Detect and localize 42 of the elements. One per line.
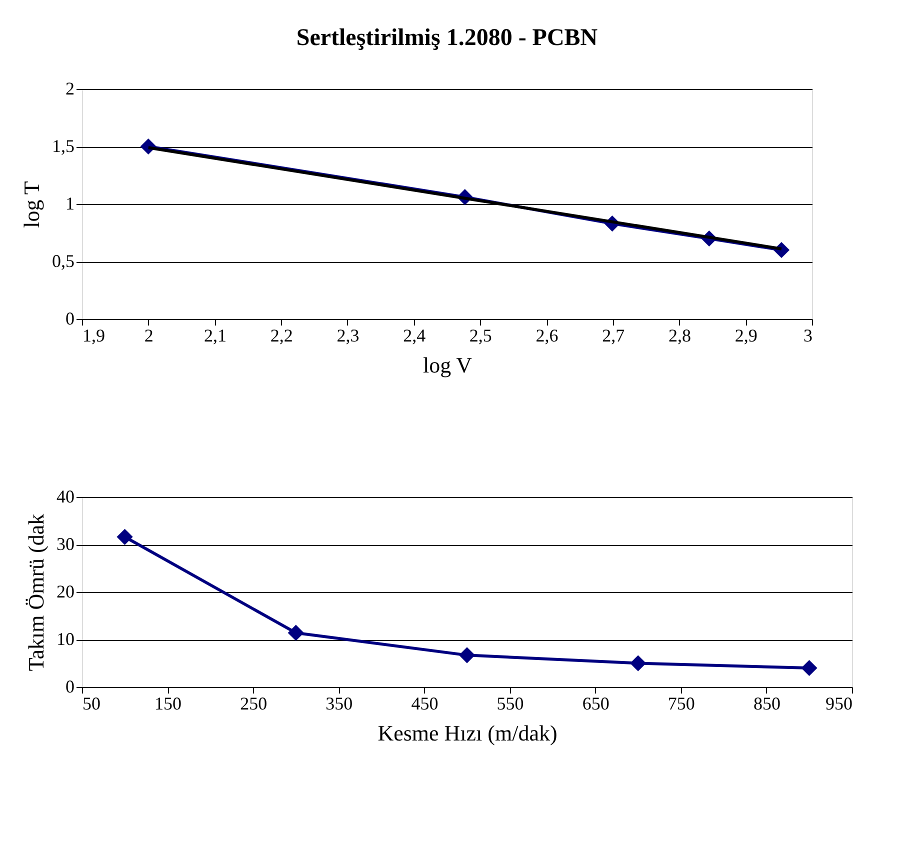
x-tick-label: 2,6 — [536, 326, 558, 346]
chart-title: Sertleştirilmiş 1.2080 - PCBN — [296, 25, 598, 51]
x-tick-label: 2,2 — [270, 326, 293, 346]
x-tick-label: 2,3 — [336, 326, 360, 346]
x-tick-label: 550 — [496, 694, 524, 714]
x-tick-label: 2,9 — [734, 326, 758, 346]
x-tick-label: 1,9 — [82, 326, 105, 346]
x-tick-label: 2,7 — [602, 326, 625, 346]
x-tick-label: 2,5 — [469, 326, 492, 346]
y-tick-label: 0,5 — [52, 251, 74, 271]
x-tick-label: 950 — [826, 694, 852, 714]
y-axis-title: log T — [19, 180, 44, 228]
x-axis-title: Kesme Hızı (m/dak) — [378, 720, 558, 746]
x-tick-label: 750 — [668, 694, 695, 714]
x-tick-label: 3 — [804, 326, 812, 346]
x-tick-label: 2,1 — [204, 326, 226, 346]
y-axis-title: Takım Ömrü (dak — [24, 514, 48, 672]
y-tick-label: 30 — [56, 534, 74, 554]
y-tick-label: 1 — [66, 194, 74, 214]
y-tick-label: 10 — [56, 629, 74, 649]
x-tick-label: 350 — [326, 694, 353, 714]
x-axis-title: log V — [422, 352, 472, 378]
point — [116, 528, 133, 545]
y-tick-label: 0 — [66, 308, 74, 328]
x-tick-label: 850 — [753, 694, 780, 714]
point — [458, 647, 476, 664]
x-tick-label: 2,4 — [403, 326, 426, 346]
point — [630, 655, 646, 672]
y-tick-label: 40 — [56, 486, 74, 506]
x-tick-label: 450 — [411, 694, 438, 714]
y-tick-label: 20 — [56, 582, 74, 602]
x-tick-label: 2 — [144, 326, 154, 346]
y-tick-label: 1,5 — [52, 136, 74, 156]
x-tick-label: 2,8 — [668, 326, 692, 346]
y-tick-label: 2 — [66, 78, 74, 98]
x-tick-label: 50 — [82, 694, 100, 714]
y-tick-label: 0 — [66, 676, 74, 696]
x-tick-label: 650 — [582, 694, 610, 714]
point — [801, 660, 818, 676]
point — [288, 624, 304, 641]
x-tick-label: 250 — [240, 694, 268, 714]
x-tick-label: 150 — [154, 694, 182, 714]
